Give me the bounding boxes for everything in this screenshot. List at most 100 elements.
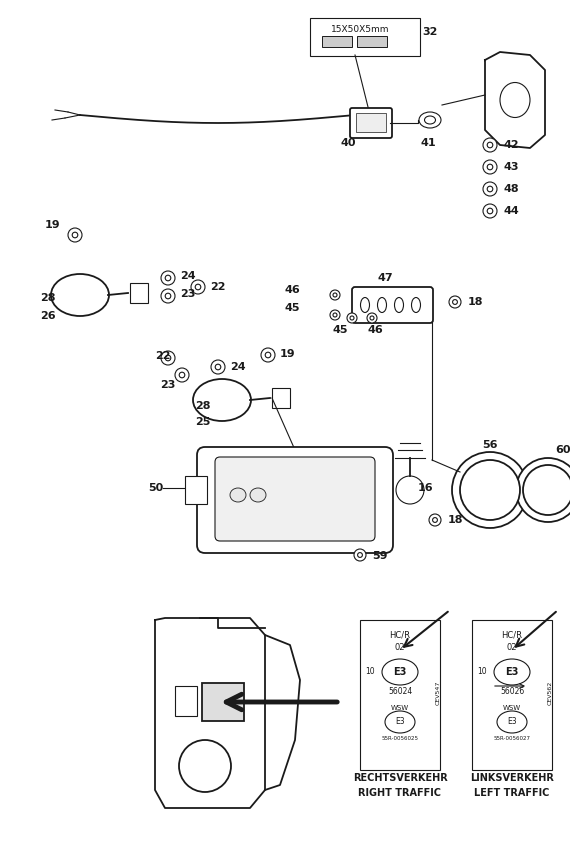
Ellipse shape bbox=[333, 313, 337, 317]
Ellipse shape bbox=[191, 280, 205, 294]
Ellipse shape bbox=[394, 298, 404, 313]
Text: 10: 10 bbox=[365, 667, 375, 677]
Ellipse shape bbox=[419, 112, 441, 128]
Ellipse shape bbox=[179, 740, 231, 792]
Ellipse shape bbox=[483, 138, 497, 152]
Ellipse shape bbox=[429, 514, 441, 526]
FancyBboxPatch shape bbox=[197, 447, 393, 553]
FancyBboxPatch shape bbox=[322, 36, 352, 47]
Ellipse shape bbox=[385, 711, 415, 733]
Ellipse shape bbox=[453, 299, 457, 304]
Ellipse shape bbox=[483, 204, 497, 218]
Ellipse shape bbox=[333, 293, 337, 297]
Ellipse shape bbox=[377, 298, 386, 313]
Ellipse shape bbox=[500, 82, 530, 118]
Ellipse shape bbox=[161, 351, 175, 365]
Circle shape bbox=[452, 452, 528, 528]
FancyBboxPatch shape bbox=[202, 683, 244, 721]
Ellipse shape bbox=[487, 187, 493, 192]
Text: 28: 28 bbox=[40, 293, 55, 303]
Ellipse shape bbox=[261, 348, 275, 362]
Ellipse shape bbox=[175, 368, 189, 382]
FancyBboxPatch shape bbox=[356, 113, 386, 132]
Text: 24: 24 bbox=[230, 362, 246, 372]
Text: 02: 02 bbox=[395, 644, 405, 652]
Text: 59: 59 bbox=[372, 551, 388, 561]
Ellipse shape bbox=[396, 476, 424, 504]
Text: 28: 28 bbox=[195, 401, 210, 411]
Ellipse shape bbox=[51, 274, 109, 316]
Text: 42: 42 bbox=[503, 140, 519, 150]
Circle shape bbox=[460, 460, 520, 520]
Text: HC/R: HC/R bbox=[502, 631, 523, 639]
Ellipse shape bbox=[193, 379, 251, 421]
Ellipse shape bbox=[211, 360, 225, 374]
Text: 44: 44 bbox=[503, 206, 519, 216]
Text: 56024: 56024 bbox=[388, 688, 412, 696]
Text: 10: 10 bbox=[478, 667, 487, 677]
Text: 19: 19 bbox=[280, 349, 296, 359]
Text: 46: 46 bbox=[367, 325, 383, 335]
FancyBboxPatch shape bbox=[360, 620, 440, 770]
Text: WSW: WSW bbox=[391, 705, 409, 711]
Ellipse shape bbox=[165, 276, 171, 281]
Ellipse shape bbox=[161, 271, 175, 285]
Text: E3: E3 bbox=[506, 667, 519, 677]
Ellipse shape bbox=[483, 160, 497, 174]
Text: 32: 32 bbox=[422, 27, 437, 37]
Text: 45: 45 bbox=[332, 325, 348, 335]
Ellipse shape bbox=[165, 293, 171, 298]
Ellipse shape bbox=[265, 352, 271, 358]
Text: 18: 18 bbox=[448, 515, 463, 525]
Text: 22: 22 bbox=[155, 351, 170, 361]
Text: 23: 23 bbox=[160, 380, 176, 390]
Ellipse shape bbox=[425, 116, 435, 124]
FancyBboxPatch shape bbox=[310, 18, 420, 56]
Ellipse shape bbox=[360, 298, 369, 313]
Ellipse shape bbox=[215, 364, 221, 370]
Ellipse shape bbox=[250, 488, 266, 502]
Text: RIGHT TRAFFIC: RIGHT TRAFFIC bbox=[359, 788, 442, 798]
Text: 55R-0056025: 55R-0056025 bbox=[381, 735, 418, 740]
Text: E3: E3 bbox=[507, 717, 517, 727]
Ellipse shape bbox=[487, 165, 493, 170]
Text: 23: 23 bbox=[180, 289, 196, 299]
FancyBboxPatch shape bbox=[352, 287, 433, 323]
Text: CEV547: CEV547 bbox=[435, 681, 441, 706]
Text: 56: 56 bbox=[482, 440, 498, 450]
Text: RECHTSVERKEHR: RECHTSVERKEHR bbox=[353, 773, 447, 783]
Text: LINKSVERKEHR: LINKSVERKEHR bbox=[470, 773, 554, 783]
Text: 40: 40 bbox=[340, 138, 356, 148]
Text: 18: 18 bbox=[468, 297, 483, 307]
FancyBboxPatch shape bbox=[357, 36, 387, 47]
Ellipse shape bbox=[497, 711, 527, 733]
Circle shape bbox=[523, 465, 570, 515]
Text: 48: 48 bbox=[503, 184, 519, 194]
FancyBboxPatch shape bbox=[272, 388, 290, 408]
Text: 47: 47 bbox=[377, 273, 393, 283]
Ellipse shape bbox=[230, 488, 246, 502]
Text: 46: 46 bbox=[284, 285, 300, 295]
Ellipse shape bbox=[330, 310, 340, 320]
Text: 41: 41 bbox=[420, 138, 436, 148]
Ellipse shape bbox=[367, 313, 377, 323]
Ellipse shape bbox=[161, 289, 175, 303]
Text: LEFT TRAFFIC: LEFT TRAFFIC bbox=[474, 788, 549, 798]
Text: 25: 25 bbox=[195, 417, 210, 427]
Ellipse shape bbox=[494, 659, 530, 685]
Ellipse shape bbox=[179, 372, 185, 378]
Text: 55R-0056027: 55R-0056027 bbox=[494, 735, 531, 740]
Ellipse shape bbox=[350, 316, 354, 320]
Ellipse shape bbox=[483, 182, 497, 196]
Ellipse shape bbox=[487, 142, 493, 148]
Text: CEV562: CEV562 bbox=[548, 681, 552, 706]
FancyBboxPatch shape bbox=[130, 283, 148, 303]
Ellipse shape bbox=[354, 549, 366, 561]
Ellipse shape bbox=[433, 517, 437, 522]
Ellipse shape bbox=[382, 659, 418, 685]
FancyBboxPatch shape bbox=[175, 686, 197, 716]
Text: 24: 24 bbox=[180, 271, 196, 281]
Text: 16: 16 bbox=[418, 483, 434, 493]
Ellipse shape bbox=[357, 553, 363, 557]
Ellipse shape bbox=[165, 355, 171, 360]
